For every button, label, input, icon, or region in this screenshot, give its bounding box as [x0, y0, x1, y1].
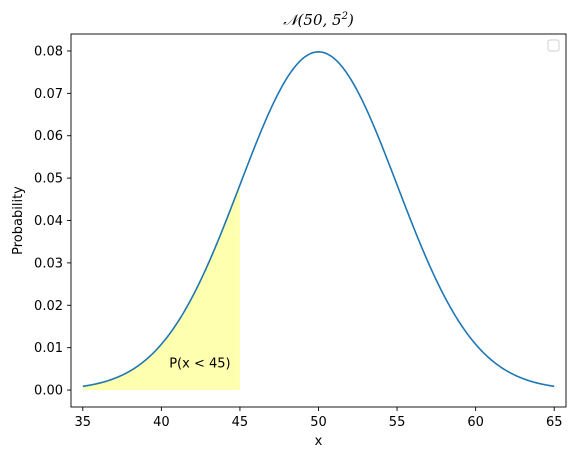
title-exponent: 2: [341, 11, 348, 22]
y-tick-label: 0.03: [34, 256, 63, 271]
x-tick-label: 40: [153, 415, 170, 430]
y-tick-label: 0.01: [34, 341, 63, 356]
x-tick-label: 45: [232, 415, 249, 430]
chart-title: 𝒩(50, 52): [283, 11, 354, 29]
x-tick-label: 65: [546, 415, 563, 430]
shaded-probability-region: [82, 184, 240, 391]
y-tick-label: 0.02: [34, 299, 63, 314]
plot-frame: [70, 33, 567, 408]
y-tick-label: 0.08: [34, 44, 63, 59]
region-annotation: P(x < 45): [169, 356, 230, 371]
x-tick-label: 50: [310, 415, 327, 430]
y-tick-label: 0.00: [34, 384, 63, 399]
x-axis-label: x: [315, 434, 323, 449]
x-tick-label: 60: [467, 415, 484, 430]
legend-box: [547, 39, 560, 52]
title-main: 𝒩(50, 5: [283, 11, 341, 29]
y-axis-ticks: 0.00 0.01 0.02 0.03 0.04 0.05 0.06 0.07 0.08: [34, 44, 71, 399]
x-tick-label: 55: [389, 415, 406, 430]
y-tick-label: 0.06: [34, 129, 63, 144]
x-axis-ticks: 35 40 45 50 55 60 65: [75, 407, 563, 430]
pdf-curve: [82, 51, 555, 388]
x-tick-label: 35: [75, 415, 92, 430]
y-axis-label: Probability: [11, 186, 26, 255]
y-tick-label: 0.05: [34, 172, 63, 187]
title-close: ): [347, 11, 354, 29]
y-tick-label: 0.04: [34, 214, 63, 229]
y-tick-label: 0.07: [34, 87, 63, 102]
